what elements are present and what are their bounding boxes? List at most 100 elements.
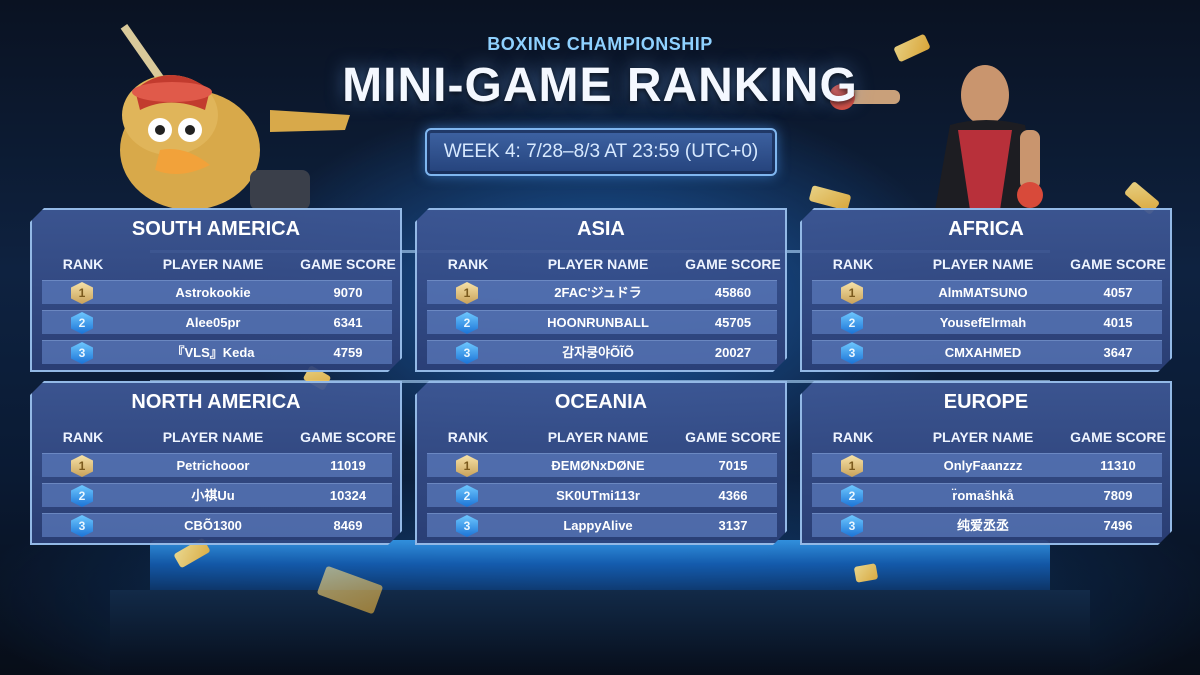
game-score: 45860 [714,285,752,300]
rank-number: 1 [848,459,856,473]
rank-number: 2 [848,489,856,503]
rank-badge-icon: 1 [71,455,93,477]
rank-badge-icon: 2 [71,485,93,507]
rank-number: 2 [463,489,471,503]
rank-number: 1 [463,286,471,300]
rank-badge-icon: 3 [71,342,93,364]
table-row: 1 2FAC'ジュドラ 45860 [427,280,777,304]
column-header-score: GAME SCORE [300,429,396,445]
game-score: 11019 [330,458,366,473]
rank-badge-icon: 3 [841,515,863,537]
game-score: 45705 [714,315,752,330]
boxer-character-illustration [830,65,1043,210]
column-header-rank: RANK [832,429,874,445]
player-name: SK0UTmi113r [556,488,640,503]
column-header-player: PLAYER NAME [547,256,649,272]
game-score: 3647 [1103,345,1133,360]
player-name: HOONRUNBALL [547,315,649,330]
rank-badge-icon: 1 [841,282,863,304]
rank-number: 3 [463,346,471,360]
game-score: 11310 [1100,458,1136,473]
game-score: 4057 [1103,285,1133,300]
game-score: 7496 [1103,518,1133,533]
table-row: 3 『VLS』Keda 4759 [42,340,392,364]
rank-number: 2 [463,316,471,330]
player-name: OnlyFaanzzz [943,458,1023,473]
player-name: Astrokookie [175,285,251,300]
rank-badge-icon: 2 [71,312,93,334]
player-name: CBÕ1300 [184,518,242,533]
table-row: 1 Petrichooor 11019 [42,453,392,477]
column-header-score: GAME SCORE [1070,429,1166,445]
table-row: 2 HOONRUNBALL 45705 [427,310,777,334]
player-name: ĐEMØNxDØNE [551,458,645,473]
ranking-panel-asia: ASIA RANK PLAYER NAME GAME SCORE 1 2FAC'ジュド… [415,208,787,372]
column-header-rank: RANK [62,429,104,445]
rank-badge-icon: 1 [456,282,478,304]
region-title: AFRICA [948,218,1024,240]
table-row: 2 YousefElrmah 4015 [812,310,1162,334]
column-header-player: PLAYER NAME [932,429,1034,445]
rank-badge-icon: 1 [456,455,478,477]
game-score: 4015 [1103,315,1133,330]
rank-number: 2 [848,316,856,330]
column-header-rank: RANK [832,256,874,272]
rank-badge-icon: 2 [841,485,863,507]
table-row: 1 OnlyFaanzzz 11310 [812,453,1162,477]
rank-number: 3 [78,519,86,533]
rank-badge-icon: 2 [456,312,478,334]
column-header-rank: RANK [447,429,489,445]
page-title: MINI-GAME RANKING [342,59,858,112]
table-row: 3 CBÕ1300 8469 [42,513,392,537]
ranking-panel-europe: EUROPE RANK PLAYER NAME GAME SCORE 1 OnlyFa… [800,381,1172,545]
rank-badge-icon: 3 [71,515,93,537]
rank-badge-icon: 1 [841,455,863,477]
column-header-score: GAME SCORE [685,256,781,272]
column-header-rank: RANK [62,256,104,272]
rank-badge-icon: 3 [456,515,478,537]
ranking-panel-north-america: NORTH AMERICA RANK PLAYER NAME GAME SCORE 1… [30,381,402,545]
rank-badge-icon: 1 [71,282,93,304]
game-score: 10324 [329,488,367,503]
rank-number: 1 [463,459,471,473]
table-row: 2 r̈omašhkå 7809 [812,483,1162,507]
rank-number: 1 [78,459,86,473]
rank-number: 2 [78,316,86,330]
rank-number: 3 [848,346,856,360]
boxing-ring-base [110,590,1090,675]
column-header-rank: RANK [447,256,489,272]
rank-badge-icon: 2 [841,312,863,334]
game-score: 4366 [718,488,748,503]
week-period-banner: WEEK 4: 7/28–8/3 AT 23:59 (UTC+0) [425,128,777,176]
rank-number: 2 [78,489,86,503]
region-title: ASIA [577,218,625,240]
player-name: Alee05pr [185,315,241,330]
player-name: LappyAlive [563,518,633,533]
player-name: CMXAHMED [944,345,1022,360]
game-score: 7015 [718,458,748,473]
game-score: 3137 [718,518,748,533]
column-header-player: PLAYER NAME [162,429,264,445]
column-header-score: GAME SCORE [1070,256,1166,272]
rank-number: 3 [78,346,86,360]
table-row: 2 Alee05pr 6341 [42,310,392,334]
player-name: AlmMATSUNO [938,285,1028,300]
table-row: 2 SK0UTmi113r 4366 [427,483,777,507]
week-period-text: WEEK 4: 7/28–8/3 AT 23:59 (UTC+0) [443,141,759,162]
player-name: YousefElrmah [939,315,1027,330]
ranking-panel-south-america: SOUTH AMERICA RANK PLAYER NAME GAME SCORE 1… [30,208,402,372]
table-row: 3 감자쿵야ÕĨÕ 20027 [427,340,777,364]
rank-badge-icon: 3 [841,342,863,364]
player-name: 2FAC'ジュドラ [554,285,642,300]
rank-number: 1 [848,286,856,300]
rank-number: 3 [463,519,471,533]
table-row: 2 小祺Uu 10324 [42,483,392,507]
column-header-score: GAME SCORE [685,429,781,445]
region-title: SOUTH AMERICA [131,218,301,240]
region-title: EUROPE [943,391,1029,413]
game-score: 7809 [1103,488,1133,503]
player-name: 纯爱丞丞 [956,518,1009,533]
table-row: 3 纯爱丞丞 7496 [812,513,1162,537]
player-name: r̈omašhkå [952,488,1014,503]
game-score: 20027 [714,345,752,360]
